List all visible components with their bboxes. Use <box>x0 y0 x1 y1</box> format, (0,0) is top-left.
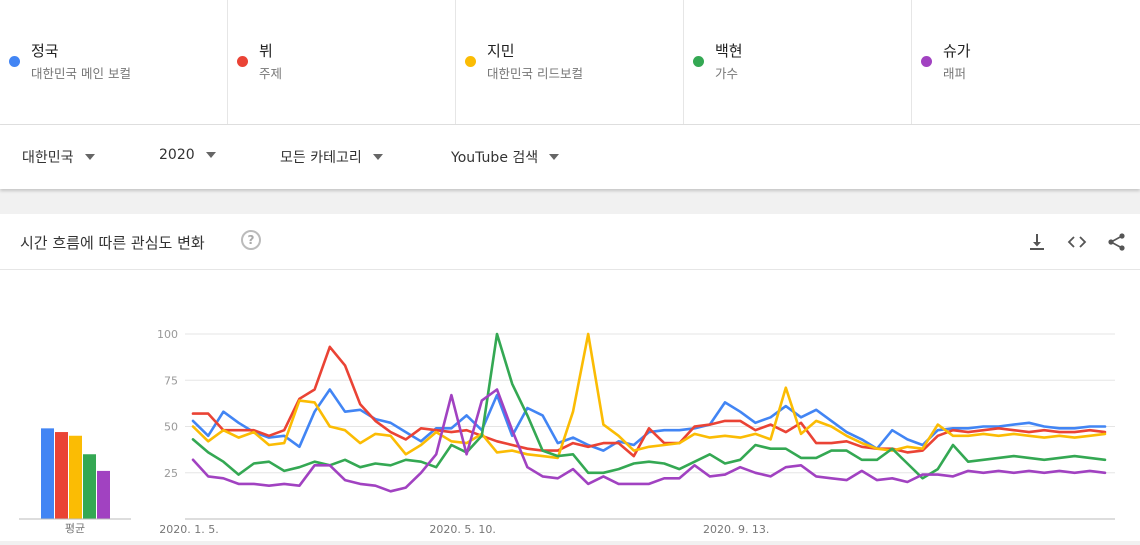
embed-code-icon[interactable] <box>1065 230 1089 254</box>
term-subtitle: 가수 <box>715 66 739 81</box>
term-name: 지민 <box>487 42 515 60</box>
card-title: 시간 흐름에 따른 관심도 변화 <box>20 234 205 252</box>
series-line <box>191 388 1107 452</box>
filter-bar: 대한민국 2020 모든 카테고리 YouTube 검색 <box>0 125 1140 189</box>
chevron-down-icon <box>84 154 95 160</box>
term-name: 슈가 <box>943 42 971 60</box>
term-subtitle: 주제 <box>259 66 283 81</box>
average-label: 평균 <box>65 522 85 535</box>
term-card[interactable]: 슈가 래퍼 <box>912 0 1140 124</box>
line-chart: 25 50 75 100 2020. 1. 5. 2020. 5. 10. 2020. 9.… <box>19 328 1115 536</box>
average-bar <box>69 435 82 519</box>
term-name: 백현 <box>715 42 743 60</box>
average-bar <box>97 470 110 519</box>
series-line <box>191 388 1107 493</box>
category-dropdown[interactable]: 모든 카테고리 <box>280 147 383 167</box>
term-color-dot <box>921 56 932 67</box>
chevron-down-icon <box>549 154 560 160</box>
x-tick-label: 2020. 5. 10. <box>429 523 495 536</box>
help-icon[interactable]: ? <box>241 230 261 250</box>
x-tick-label: 2020. 1. 5. <box>159 523 218 536</box>
average-bar <box>41 428 54 519</box>
term-subtitle: 대한민국 리드보컬 <box>487 66 583 81</box>
comparison-terms-bar: 정국 대한민국 메인 보컬 뷔 주제 지민 대한민국 리드보컬 백현 가수 슈가… <box>0 0 1140 125</box>
chevron-down-icon <box>205 152 216 158</box>
interest-over-time-card: 시간 흐름에 따른 관심도 변화 ? 25 50 75 100 2020. 1. 5. 2… <box>0 214 1140 541</box>
average-bar <box>83 454 96 519</box>
property-dropdown[interactable]: YouTube 검색 <box>451 147 560 167</box>
term-color-dot <box>465 56 476 67</box>
series-line <box>191 345 1107 458</box>
term-subtitle: 대한민국 메인 보컬 <box>31 66 131 81</box>
term-card[interactable]: 지민 대한민국 리드보컬 <box>456 0 684 124</box>
term-card[interactable]: 백현 가수 <box>684 0 912 124</box>
series-line <box>191 332 1107 460</box>
term-color-dot <box>9 56 20 67</box>
y-tick-label: 50 <box>164 421 178 434</box>
series-line <box>191 332 1107 480</box>
card-divider <box>0 269 1140 270</box>
term-card[interactable]: 뷔 주제 <box>228 0 456 124</box>
chevron-down-icon <box>372 154 383 160</box>
download-icon[interactable] <box>1025 230 1049 254</box>
period-label: 2020 <box>159 147 195 163</box>
y-tick-label: 25 <box>164 467 178 480</box>
period-dropdown[interactable]: 2020 <box>159 147 216 163</box>
average-bar <box>55 432 68 519</box>
region-label: 대한민국 <box>22 150 74 166</box>
term-name: 정국 <box>31 42 59 60</box>
term-color-dot <box>693 56 704 67</box>
x-tick-label: 2020. 9. 13. <box>703 523 769 536</box>
category-label: 모든 카테고리 <box>280 150 362 166</box>
share-icon[interactable] <box>1105 230 1129 254</box>
region-dropdown[interactable]: 대한민국 <box>22 147 95 167</box>
y-tick-label: 75 <box>164 374 178 387</box>
term-card[interactable]: 정국 대한민국 메인 보컬 <box>0 0 228 124</box>
term-subtitle: 래퍼 <box>943 66 967 81</box>
term-name: 뷔 <box>259 42 273 60</box>
y-tick-label: 100 <box>157 328 178 341</box>
property-label: YouTube 검색 <box>451 150 539 166</box>
term-color-dot <box>237 56 248 67</box>
